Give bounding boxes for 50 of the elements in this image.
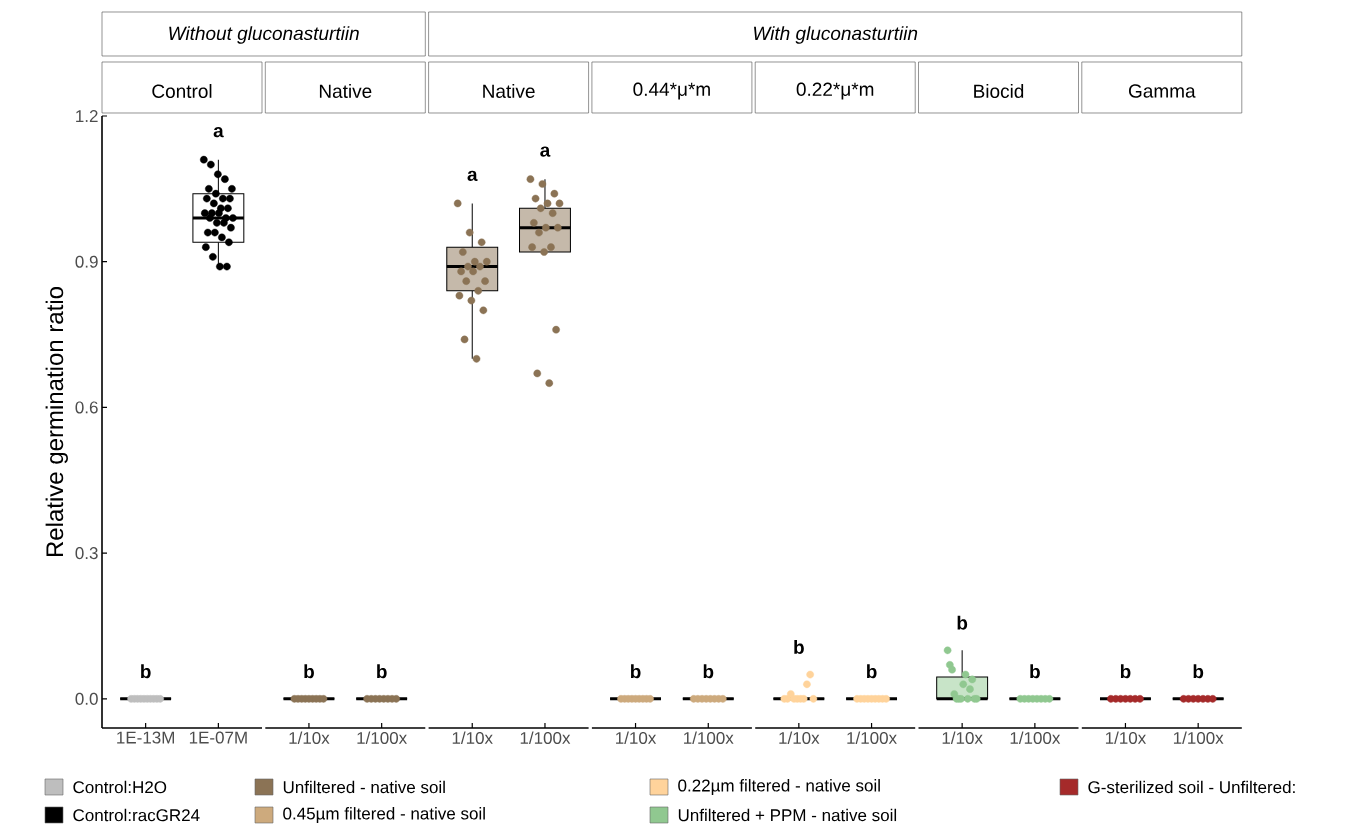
annotation: b xyxy=(1030,664,1040,679)
chart-title: Native xyxy=(319,83,372,98)
y-tick-label: 1.2 xyxy=(76,109,98,122)
x-tick-label: 1/10x xyxy=(616,731,657,744)
annotation: a xyxy=(540,146,551,157)
annotation: b xyxy=(630,664,641,679)
legend-label: Unfiltered - native soil xyxy=(283,780,445,794)
chart-title: 0.44*μ*m xyxy=(633,82,710,100)
x-tick-label: 1/100x xyxy=(520,731,571,744)
legend-label: 0.22µm filtered - native soil xyxy=(678,778,880,795)
y-tick-label: 0.0 xyxy=(75,692,98,705)
text: Without gluconasturtiin xyxy=(169,26,359,44)
legend-label: G-sterilized soil - Unfiltered: xyxy=(1088,780,1295,794)
chart-title: 0.22*μ*m xyxy=(796,82,874,100)
legend-label: Unfiltered + PPM - native soil xyxy=(678,808,897,822)
chart-title: Biocid xyxy=(974,83,1024,98)
y-axis-title: Relative germination ratio xyxy=(45,286,68,556)
annotation: a xyxy=(467,170,478,181)
legend-label: Control:H2O xyxy=(73,780,167,794)
y-tick-label: 0.9 xyxy=(75,255,98,268)
annotation: b xyxy=(377,664,387,679)
legend-label: 0.45µm filtered - native soil xyxy=(283,806,485,823)
annotation: a xyxy=(213,126,224,138)
x-tick-label: 1/10x xyxy=(1105,731,1147,744)
annotation: b xyxy=(1193,664,1204,679)
x-tick-label: 1/100x xyxy=(847,731,897,744)
x-tick-label: 1/10x xyxy=(452,731,493,744)
annotation: b xyxy=(867,664,877,679)
x-tick-label: 1/100x xyxy=(1010,731,1061,744)
annotation: b xyxy=(304,664,314,679)
chart-title: Control xyxy=(152,83,212,98)
legend-label: Control:racGR24 xyxy=(73,808,200,822)
x-tick-label: 1/10x xyxy=(289,731,330,744)
x-tick-label: 1E-13M xyxy=(117,731,174,744)
annotation: b xyxy=(141,664,151,679)
y-tick-label: 0.3 xyxy=(75,546,98,560)
annotation: b xyxy=(703,664,714,679)
annotation: b xyxy=(1120,664,1131,679)
x-tick-label: 1/100x xyxy=(357,731,407,744)
y-tick-label: 0.6 xyxy=(75,401,98,414)
x-tick-label: 1/10x xyxy=(942,731,983,744)
chart-title: Native xyxy=(483,83,535,98)
x-tick-label: 1/100x xyxy=(684,731,734,744)
x-tick-label: 1E-07M xyxy=(189,731,247,744)
x-tick-label: 1/10x xyxy=(779,731,820,744)
annotation: b xyxy=(957,615,968,630)
x-tick-label: 1/100x xyxy=(1173,731,1224,744)
text: With gluconasturtiin xyxy=(754,26,918,44)
annotation: b xyxy=(794,639,804,654)
chart-title: Gamma xyxy=(1128,84,1196,98)
